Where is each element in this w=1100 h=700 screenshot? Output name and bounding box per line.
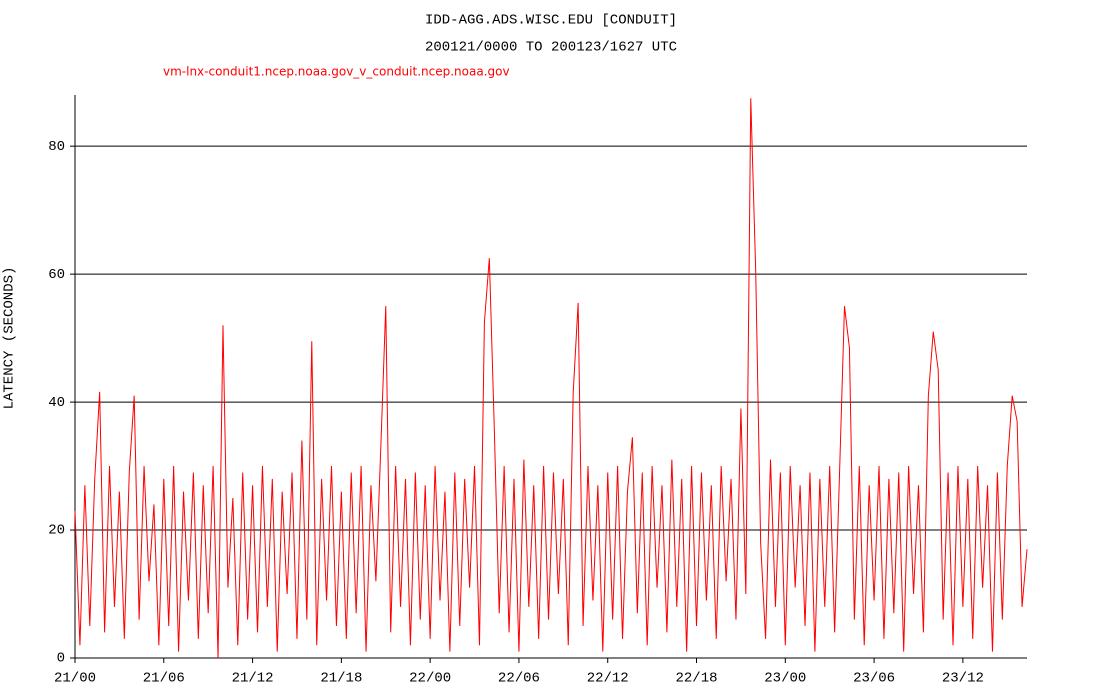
x-tick-label: 21/12	[232, 671, 274, 687]
y-tick-label: 40	[48, 395, 65, 411]
chart-title: IDD-AGG.ADS.WISC.EDU [CONDUIT]	[425, 13, 677, 29]
x-tick-label: 21/06	[143, 671, 185, 687]
x-tick-label: 22/00	[409, 671, 451, 687]
chart-subtitle: 200121/0000 TO 200123/1627 UTC	[425, 40, 677, 56]
x-tick-label: 22/06	[498, 671, 540, 687]
data-line	[74, 98, 1028, 659]
x-tick-label: 22/18	[676, 671, 718, 687]
y-tick-label: 20	[48, 523, 65, 539]
x-tick-label: 23/06	[853, 671, 895, 687]
y-tick-label: 60	[48, 267, 65, 283]
x-tick-label: 23/12	[942, 671, 984, 687]
x-tick-label: 23/00	[764, 671, 806, 687]
x-tick-label: 21/18	[320, 671, 362, 687]
x-tick-label: 22/12	[587, 671, 629, 687]
x-tick-label: 21/00	[54, 671, 96, 687]
legend-entry: vm-lnx-conduit1.ncep.noaa.gov_v_conduit.…	[163, 65, 510, 79]
y-tick-label: 80	[48, 139, 65, 155]
y-tick-label: 0	[57, 651, 65, 667]
y-axis-label: LATENCY (SECONDS)	[2, 267, 18, 410]
